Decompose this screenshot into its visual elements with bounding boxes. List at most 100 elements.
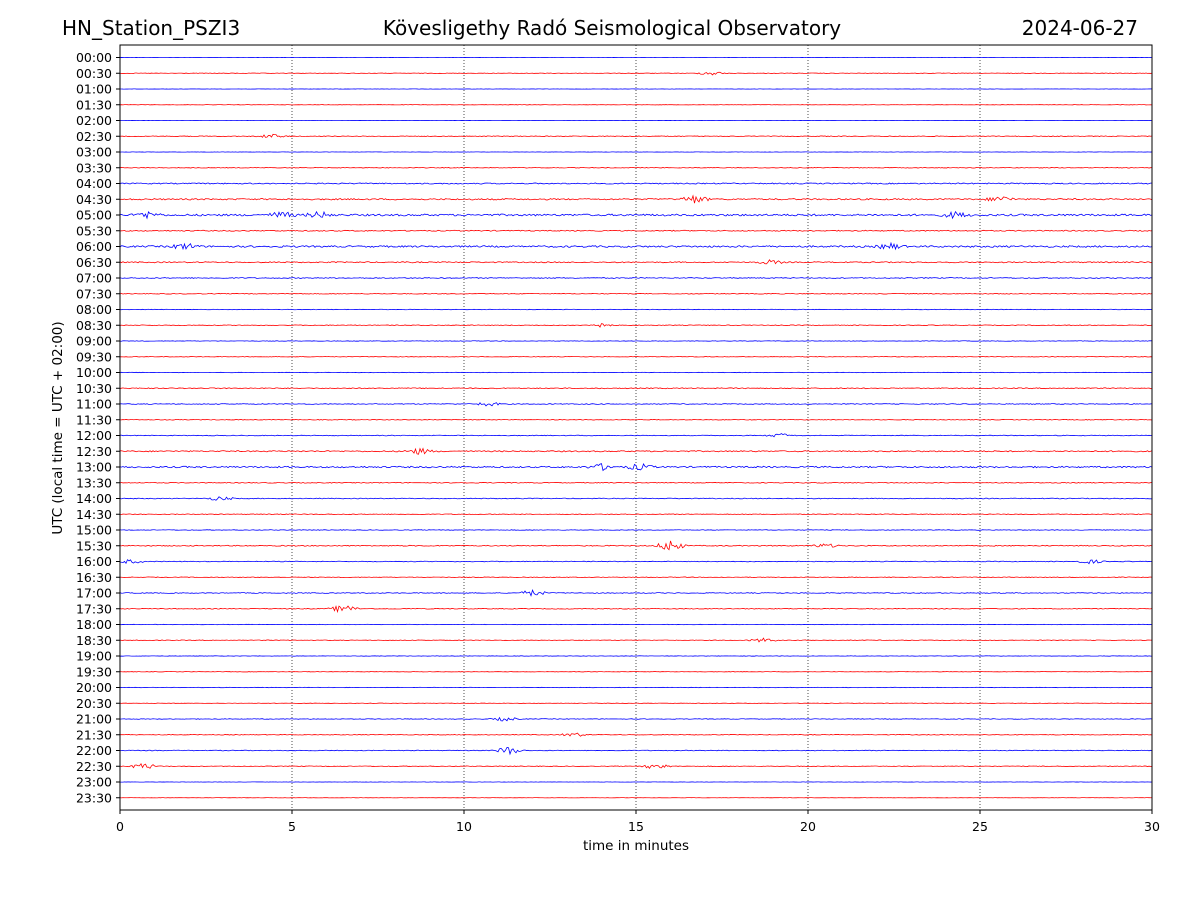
trace-line (119, 540, 1153, 551)
trace-line (119, 210, 1153, 220)
trace-line (119, 340, 1153, 342)
trace-line (119, 182, 1153, 185)
trace-line (119, 588, 1153, 597)
y-tick-label: 06:00 (76, 239, 112, 254)
y-tick-label: 02:00 (76, 113, 112, 128)
y-tick-label: 17:30 (76, 601, 112, 616)
trace-line (119, 419, 1153, 421)
trace-line (119, 229, 1153, 232)
y-tick-label: 20:00 (76, 680, 112, 695)
x-tick-label: 0 (116, 819, 124, 834)
x-tick-label: 5 (288, 819, 296, 834)
y-tick-label: 03:30 (76, 160, 112, 175)
y-tick-label: 01:00 (76, 82, 112, 97)
trace-line (119, 356, 1153, 358)
y-tick-label: 18:00 (76, 617, 112, 632)
y-tick-label: 14:00 (76, 491, 112, 506)
x-tick-label: 20 (800, 819, 816, 834)
trace-line (119, 241, 1153, 251)
trace-line (119, 763, 1153, 769)
y-tick-label: 20:30 (76, 696, 112, 711)
y-tick-label: 22:30 (76, 759, 112, 774)
trace-line (119, 513, 1152, 516)
station-name: HN_Station_PSZI3 (62, 16, 240, 40)
y-tick-label: 13:30 (76, 475, 112, 490)
y-tick-label: 05:30 (76, 223, 112, 238)
trace-line (119, 732, 1153, 737)
y-tick-label: 08:30 (76, 318, 112, 333)
seismic-traces (119, 56, 1153, 799)
y-tick-label: 00:00 (76, 50, 112, 65)
y-tick-label: 17:00 (76, 586, 112, 601)
trace-line (119, 292, 1153, 295)
trace-line (119, 308, 1153, 311)
y-tick-label: 09:00 (76, 334, 112, 349)
x-tick-label: 30 (1144, 819, 1160, 834)
trace-line (119, 323, 1153, 328)
y-tick-label: 13:00 (76, 460, 112, 475)
y-tick-label: 14:30 (76, 507, 112, 522)
trace-line (119, 167, 1153, 169)
trace-line (119, 194, 1153, 204)
y-tick-label: 18:30 (76, 633, 112, 648)
trace-line (119, 71, 1153, 76)
y-tick-label: 15:00 (76, 523, 112, 538)
y-tick-label: 22:00 (76, 743, 112, 758)
trace-line (119, 481, 1153, 484)
chart-title: Kövesligethy Radó Seismological Observat… (383, 16, 841, 40)
trace-line (119, 387, 1153, 390)
y-tick-label: 03:00 (76, 145, 112, 160)
trace-line (119, 433, 1153, 438)
trace-line (119, 637, 1153, 643)
trace-line (119, 133, 1153, 138)
trace-line (119, 747, 1153, 756)
grid-lines (291, 45, 981, 810)
y-tick-label: 11:30 (76, 412, 112, 427)
y-tick-label: 08:00 (76, 302, 112, 317)
y-tick-label: 11:00 (76, 397, 112, 412)
y-tick-label: 21:00 (76, 712, 112, 727)
y-tick-label: 23:30 (76, 790, 112, 805)
x-axis-label: time in minutes (583, 838, 689, 854)
x-tick-label: 10 (456, 819, 472, 834)
y-tick-label: 09:30 (76, 349, 112, 364)
trace-line (119, 447, 1153, 455)
y-tick-label: 21:30 (76, 727, 112, 742)
y-tick-label: 04:30 (76, 192, 112, 207)
y-tick-label: 02:30 (76, 129, 112, 144)
y-tick-label: 04:00 (76, 176, 112, 191)
trace-line (119, 605, 1153, 614)
y-tick-label: 10:00 (76, 365, 112, 380)
chart-date: 2024-06-27 (1022, 16, 1138, 40)
y-tick-label: 23:00 (76, 775, 112, 790)
y-tick-label: 06:30 (76, 255, 112, 270)
trace-line (119, 277, 1153, 279)
y-tick-label: 10:30 (76, 381, 112, 396)
trace-line (119, 259, 1153, 265)
x-tick-label: 25 (972, 819, 988, 834)
y-tick-label: 12:00 (76, 428, 112, 443)
y-tick-label: 05:00 (76, 208, 112, 223)
y-tick-label: 12:30 (76, 444, 112, 459)
plot-frame (119, 44, 1153, 811)
y-tick-label: 00:30 (76, 66, 112, 81)
y-tick-label: 07:00 (76, 271, 112, 286)
y-axis-label: UTC (local time = UTC + 02:00) (50, 321, 66, 534)
trace-line (119, 496, 1153, 501)
x-tick-label: 15 (628, 819, 644, 834)
trace-line (119, 716, 1153, 722)
trace-line (119, 402, 1153, 407)
y-tick-label: 19:30 (76, 664, 112, 679)
trace-line (119, 463, 1153, 472)
y-tick-label: 15:30 (76, 538, 112, 553)
trace-line (119, 529, 1153, 531)
y-tick-label: 19:00 (76, 649, 112, 664)
x-axis-ticks: 0 5 10 15 20 25 30 (116, 810, 1160, 834)
y-tick-label: 01:30 (76, 97, 112, 112)
trace-line (119, 576, 1153, 578)
trace-line (119, 559, 1153, 565)
y-tick-label: 07:30 (76, 286, 112, 301)
y-tick-label: 16:30 (76, 570, 112, 585)
y-tick-label: 16:00 (76, 554, 112, 569)
